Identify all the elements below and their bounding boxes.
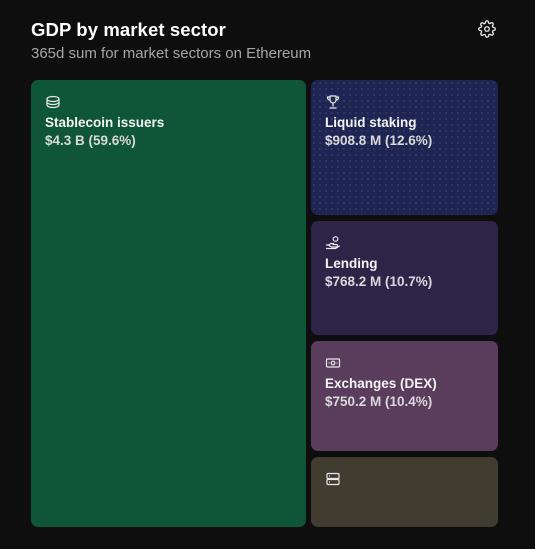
tile-label: Liquid staking	[325, 115, 417, 130]
coins-icon	[46, 95, 60, 109]
server-icon	[326, 472, 340, 486]
treemap-tile[interactable]	[311, 457, 498, 527]
tile-label: Stablecoin issuers	[45, 115, 165, 130]
chart-subtitle: 365d sum for market sectors on Ethereum	[31, 45, 312, 62]
treemap-tile[interactable]: Liquid staking $908.8 M (12.6%)	[311, 80, 498, 215]
tile-value: $768.2 M (10.7%)	[325, 274, 433, 289]
gear-icon[interactable]	[478, 20, 496, 38]
tile-value: $4.3 B (59.6%)	[45, 133, 136, 148]
tile-label: Exchanges (DEX)	[325, 376, 437, 391]
tile-value: $908.8 M (12.6%)	[325, 133, 433, 148]
treemap-tile[interactable]: Stablecoin issuers $4.3 B (59.6%)	[31, 80, 306, 527]
banknote-icon	[325, 358, 341, 368]
tile-value: $750.2 M (10.4%)	[325, 394, 433, 409]
tile-label: Lending	[325, 256, 378, 271]
hand-coin-icon	[325, 236, 341, 250]
trophy-icon	[326, 95, 340, 109]
treemap-tile[interactable]: Exchanges (DEX) $750.2 M (10.4%)	[311, 341, 498, 451]
chart-title: GDP by market sector	[31, 19, 226, 40]
treemap-tile[interactable]: Lending $768.2 M (10.7%)	[311, 221, 498, 335]
